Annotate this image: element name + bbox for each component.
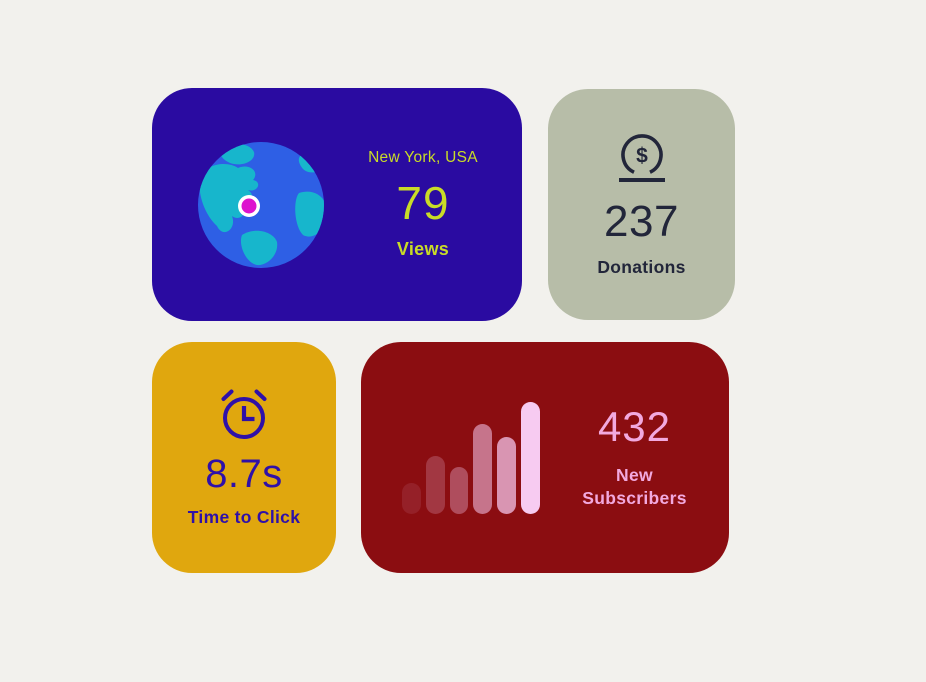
coin-in-slot-icon: $ [611, 131, 673, 187]
views-card: New York, USA 79 Views [152, 88, 522, 321]
alarm-clock-icon [216, 387, 272, 441]
views-location: New York, USA [368, 149, 478, 166]
bar-chart-icon [402, 401, 540, 514]
globe-icon [198, 141, 324, 268]
views-value: 79 [396, 177, 450, 229]
new-subscribers-value: 432 [597, 402, 672, 450]
donations-value: 237 [604, 197, 679, 246]
time-to-click-card: 8.7s Time to Click [152, 342, 336, 573]
chart-bar [402, 482, 421, 514]
new-subscribers-label: New Subscribers [582, 464, 687, 508]
views-label: Views [396, 239, 450, 259]
donations-card: $ 237 Donations [548, 89, 735, 320]
chart-bar [425, 455, 445, 514]
donations-label: Donations [597, 257, 686, 277]
chart-bar [473, 423, 493, 514]
time-to-click-value: 8.7s [205, 452, 283, 496]
time-to-click-label: Time to Click [187, 507, 301, 527]
location-pin-icon [238, 194, 260, 217]
new-subscribers-card: 432 New Subscribers [361, 342, 729, 573]
chart-bar [497, 436, 517, 514]
chart-bar [521, 401, 540, 514]
chart-bar [449, 466, 469, 514]
dollar-sign: $ [636, 145, 648, 168]
